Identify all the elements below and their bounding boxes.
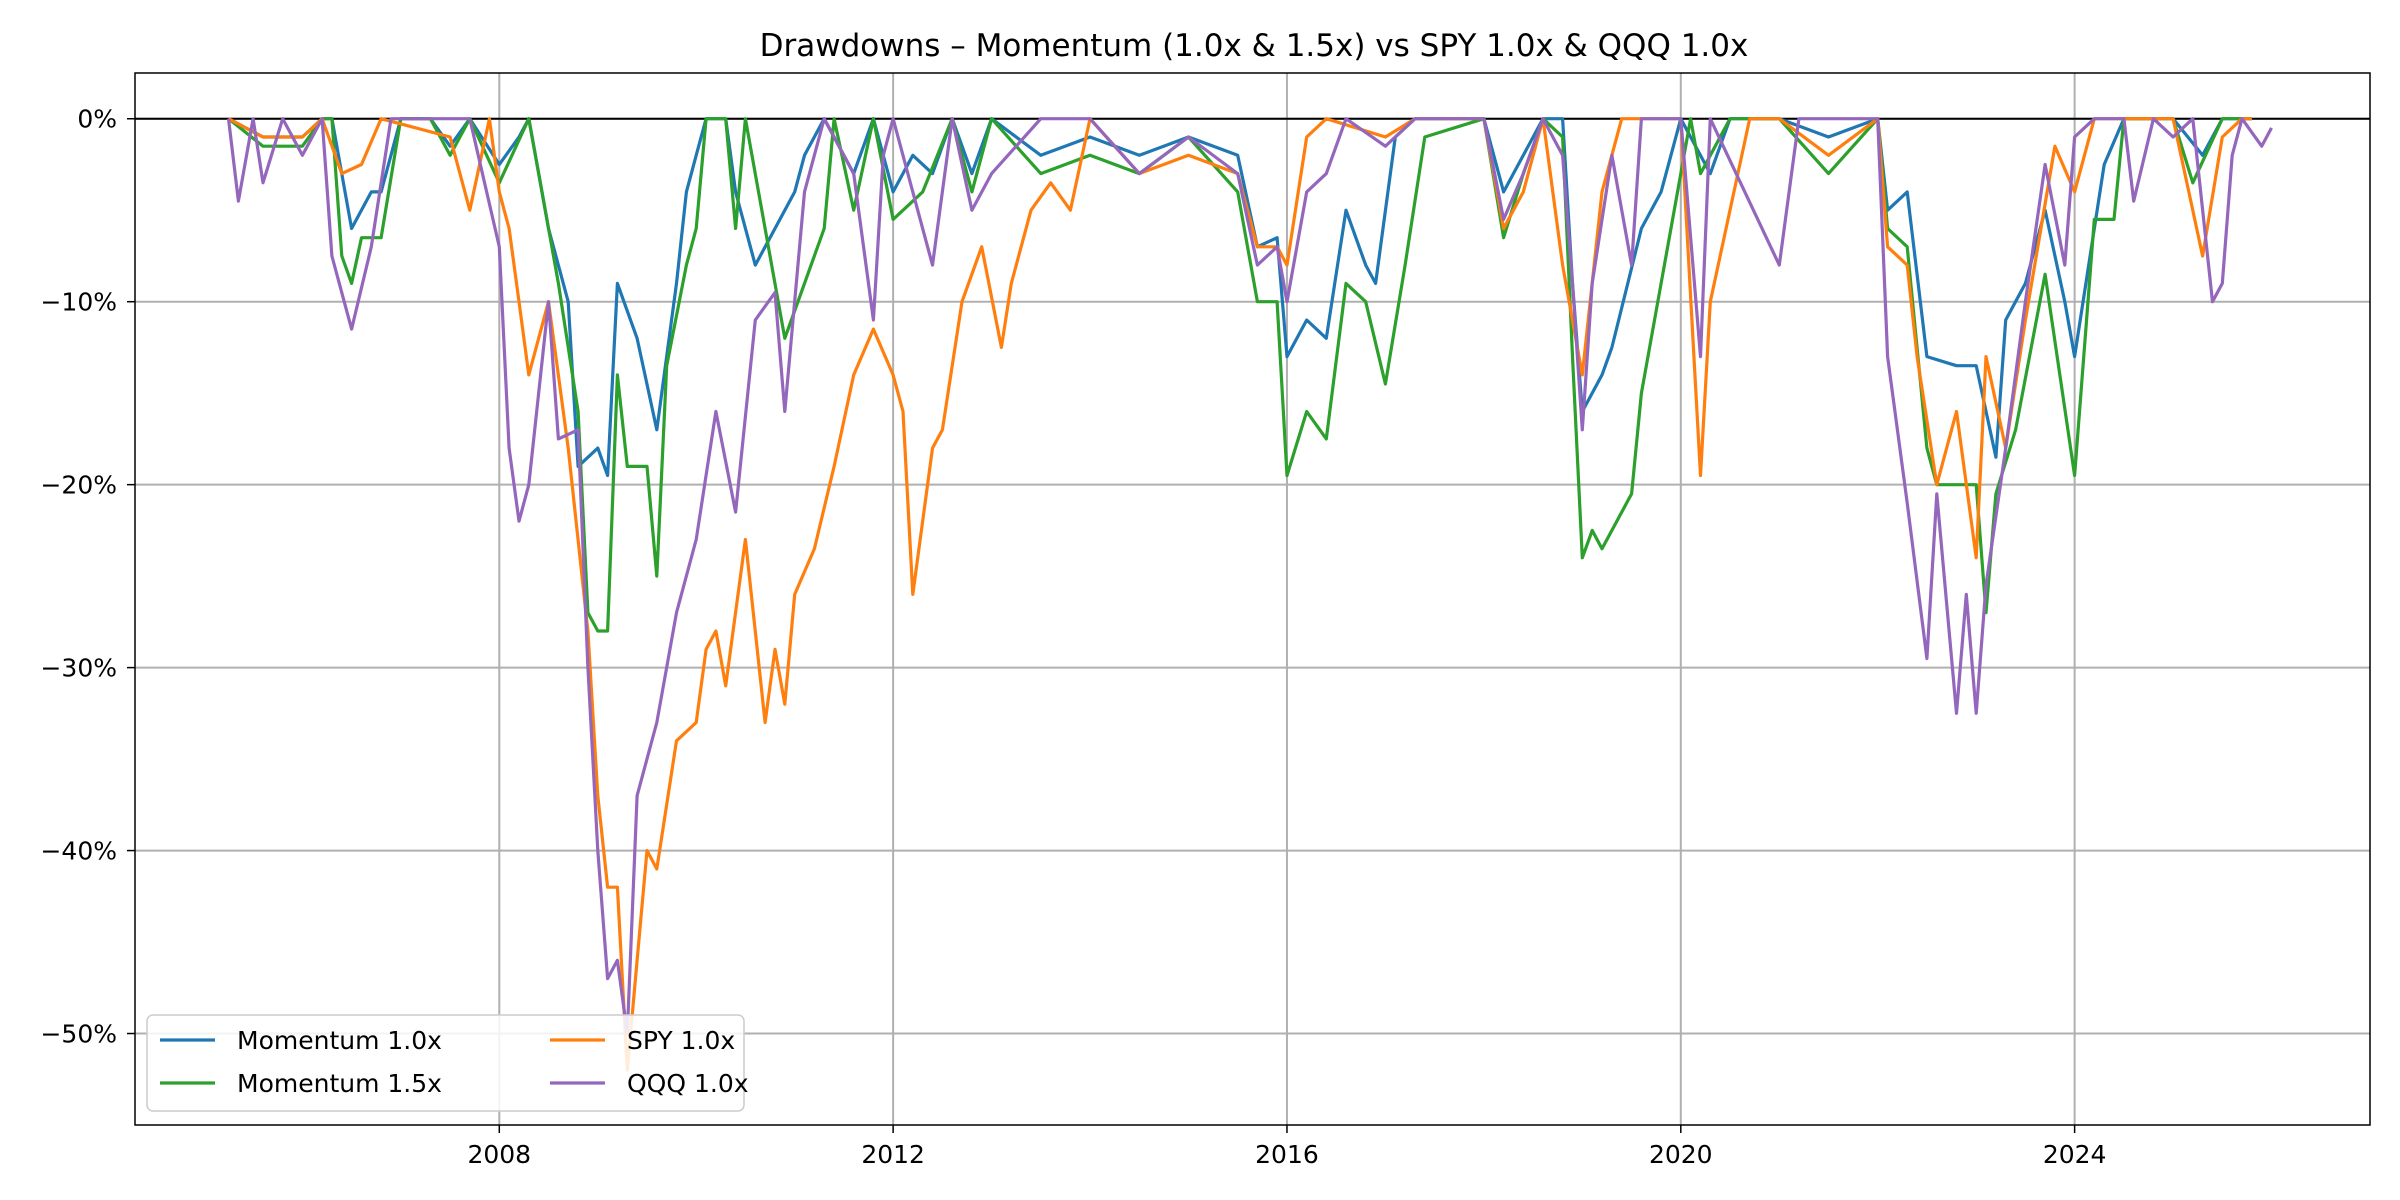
legend-label-3: QQQ 1.0x — [627, 1069, 749, 1098]
series-line-2 — [227, 117, 2252, 1072]
x-tick-label: 2012 — [861, 1140, 925, 1169]
chart-title: Drawdowns – Momentum (1.0x & 1.5x) vs SP… — [760, 28, 1749, 64]
legend-label-2: SPY 1.0x — [627, 1026, 735, 1055]
legend-label-1: Momentum 1.5x — [237, 1069, 442, 1098]
x-tick-label: 2020 — [1649, 1140, 1713, 1169]
legend: Momentum 1.0x Momentum 1.5x SPY 1.0x QQQ 1.… — [146, 1014, 749, 1112]
x-tick-label: 2016 — [1255, 1140, 1319, 1169]
y-tick-label: −50% — [40, 1020, 117, 1049]
plot-frame — [134, 72, 2371, 1126]
grid — [135, 73, 2370, 1125]
x-tick-label: 2024 — [2043, 1140, 2107, 1169]
y-tick-label: −10% — [40, 288, 117, 317]
series-lines — [226, 117, 2273, 1072]
legend-label-0: Momentum 1.0x — [237, 1026, 442, 1055]
y-tick-label: −20% — [40, 471, 117, 500]
series-line-3 — [226, 117, 2273, 1036]
x-tick-label: 2008 — [467, 1140, 531, 1169]
axis-ticks: 2008 2012 2016 2020 2024 0% −10% −20% −30% −40% −5… — [40, 105, 2106, 1169]
y-tick-label: −30% — [40, 654, 117, 683]
y-tick-label: 0% — [77, 105, 117, 134]
y-tick-label: −40% — [40, 837, 117, 866]
